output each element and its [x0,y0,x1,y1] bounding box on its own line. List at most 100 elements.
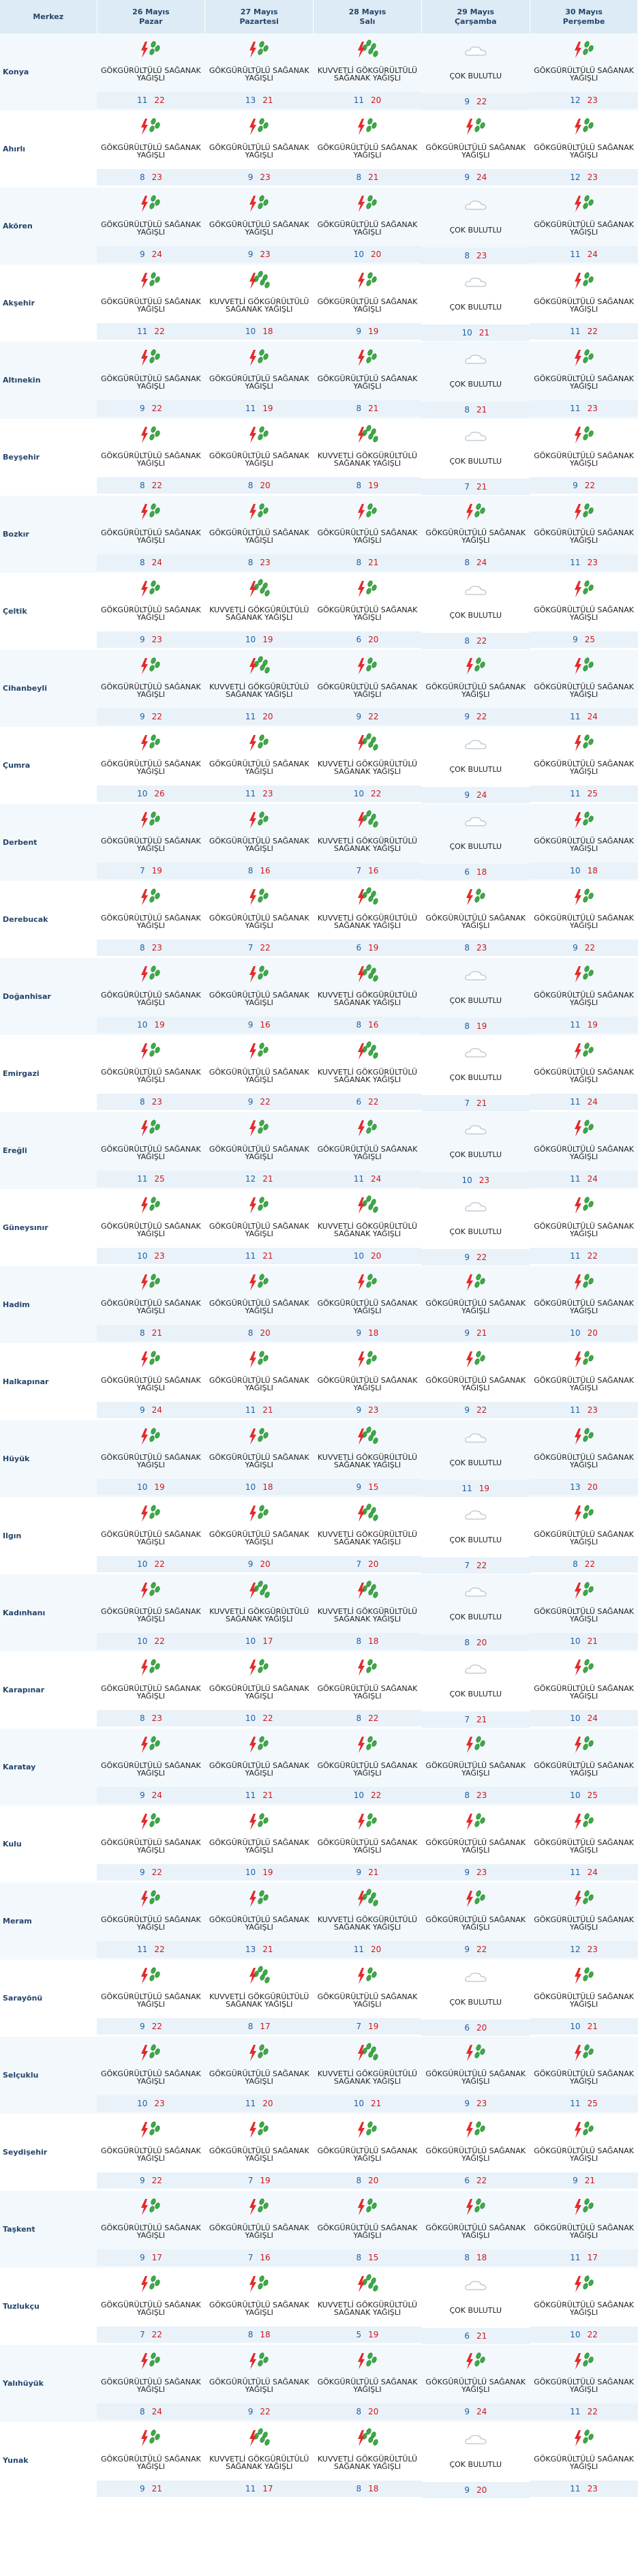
thunder-rain-icon [249,1043,269,1060]
max-temperature: 21 [262,1405,273,1415]
max-temperature: 21 [584,2176,596,2185]
heavy-thunder-rain-icon [357,2043,378,2061]
min-temperature: 9 [139,635,145,644]
condition-label: GÖKGÜRÜLTÜLÜ SAĞANAK YAĞIŞLI [425,2146,526,2163]
district-name[interactable]: Meram [0,1883,97,1960]
district-name[interactable]: Derbent [0,804,97,881]
condition-label: GÖKGÜRÜLTÜLÜ SAĞANAK YAĞIŞLI [101,1530,201,1546]
min-temperature: 10 [137,1482,148,1492]
district-name[interactable]: Emirgazi [3,1069,40,1078]
district-name[interactable]: Altınekin [0,342,97,419]
min-temperature: 11 [570,1251,581,1261]
forecast-header: Merkez 26 Mayıs Pazar 27 Mayıs Pazartesi 2… [0,0,638,33]
temperature-range: 9 22 [97,2018,205,2035]
district-name[interactable]: Kulu [3,1840,22,1848]
max-temperature: 21 [476,2331,487,2341]
district-name[interactable]: Halkapınar [3,1377,49,1386]
min-temperature: 11 [570,789,581,798]
condition-label: GÖKGÜRÜLTÜLÜ SAĞANAK YAĞIŞLI [209,837,309,853]
district-name[interactable]: Bozkır [0,496,97,573]
min-temperature: 11 [570,558,581,567]
max-temperature: 24 [151,2407,162,2416]
condition-label: GÖKGÜRÜLTÜLÜ SAĞANAK YAĞIŞLI [209,1376,309,1392]
district-name[interactable]: Ahırlı [3,145,26,153]
max-temperature: 22 [260,2407,271,2416]
thunder-rain-icon [357,1274,377,1291]
forecast-cell: GÖKGÜRÜLTÜLÜ SAĞANAK YAĞIŞLI 9 21 [97,2422,205,2499]
forecast-cell: GÖKGÜRÜLTÜLÜ SAĞANAK YAĞIŞLI 9 23 [204,110,314,188]
district-name[interactable]: Tuzlukçu [3,2302,40,2311]
district-name[interactable]: Beyşehir [3,453,40,462]
district-name[interactable]: Hüyük [0,1420,97,1497]
max-temperature: 21 [370,2099,382,2108]
district-name[interactable]: Doğanhisar [0,958,97,1035]
min-temperature: 9 [573,2176,578,2185]
min-temperature: 9 [139,2484,145,2493]
forecast-cell: GÖKGÜRÜLTÜLÜ SAĞANAK YAĞIŞLI 9 22 [97,342,205,419]
max-temperature: 24 [476,173,487,182]
district-name[interactable]: Çeltik [3,607,27,616]
condition-label: KUVVETLİ GÖKGÜRÜLTÜLÜ SAĞANAK YAĞIŞLI [317,1453,418,1469]
min-temperature: 9 [464,2099,470,2108]
thunder-rain-icon [141,2275,161,2292]
district-name[interactable]: Akören [0,188,97,265]
temperature-range: 9 22 [530,477,638,494]
max-temperature: 18 [260,2330,271,2339]
thunder-rain-icon [249,1813,269,1830]
district-name[interactable]: Ereğli [0,1112,97,1189]
district-name[interactable]: Derebucak [3,915,48,924]
heavy-thunder-rain-icon [357,810,378,828]
temperature-range: 8 24 [421,554,530,571]
forecast-row: Tuzlukçu GÖKGÜRÜLTÜLÜ SAĞANAK YAĞIŞLI 7 22 G… [0,2268,638,2345]
district-name[interactable]: Taşkent [0,2191,97,2268]
forecast-cell: GÖKGÜRÜLTÜLÜ SAĞANAK YAĞIŞLI 8 21 [313,342,422,419]
district-name[interactable]: Yunak [3,2456,29,2465]
forecast-cell: KUVVETLİ GÖKGÜRÜLTÜLÜ SAĞANAK YAĞIŞLI 11 1… [204,2422,314,2499]
district-name[interactable]: Karapınar [3,1686,45,1694]
district-name[interactable]: Kadınhanı [0,1574,97,1651]
min-temperature: 11 [570,2099,581,2108]
forecast-cell: GÖKGÜRÜLTÜLÜ SAĞANAK YAĞIŞLI 10 19 [204,1806,314,1883]
cloud-icon [464,1510,487,1520]
district-name[interactable]: Cihanbeyli [0,650,97,727]
temperature-range: 9 23 [313,1402,422,1418]
temperature-range: 8 19 [313,477,422,494]
thunder-rain-icon [249,2275,269,2292]
temperature-range: 6 19 [313,940,422,956]
condition-label: ÇOK BULUTLU [449,456,502,466]
max-temperature: 25 [154,1174,165,1184]
district-name[interactable]: Konya [0,33,97,110]
forecast-cell: KUVVETLİ GÖKGÜRÜLTÜLÜ SAĞANAK YAĞIŞLI 7 20 [313,1497,422,1574]
district-name[interactable]: Yalıhüyük [0,2345,97,2422]
min-temperature: 9 [464,1868,470,1877]
temperature-range: 11 20 [313,1941,422,1958]
thunder-rain-icon [466,1736,485,1753]
max-temperature: 24 [476,2407,487,2416]
district-name[interactable]: Güneysınır [3,1223,48,1232]
district-name[interactable]: Çumra [3,761,31,770]
forecast-cell: ÇOK BULUTLU 8 22 [421,573,530,650]
forecast-cell: GÖKGÜRÜLTÜLÜ SAĞANAK YAĞIŞLI 9 22 [204,2345,314,2422]
forecast-cell: GÖKGÜRÜLTÜLÜ SAĞANAK YAĞIŞLI 11 22 [530,2345,638,2422]
forecast-row: Hüyük GÖKGÜRÜLTÜLÜ SAĞANAK YAĞIŞLI 10 19 GÖK… [0,1420,638,1497]
thunder-rain-icon [141,811,161,828]
max-temperature: 21 [368,558,379,567]
min-temperature: 11 [245,404,256,413]
min-temperature: 12 [245,1174,256,1184]
min-temperature: 10 [570,1713,581,1723]
min-temperature: 8 [356,1636,362,1646]
district-name[interactable]: Akşehir [3,299,35,308]
district-name[interactable]: Seydişehir [3,2148,48,2157]
max-temperature: 20 [262,712,273,721]
thunder-rain-icon [574,734,594,751]
max-temperature: 23 [587,2484,598,2493]
district-name[interactable]: Selçuklu [0,2037,97,2114]
thunder-rain-icon [357,657,377,674]
district-name[interactable]: Karatay [0,1728,97,1806]
min-temperature: 11 [245,2484,256,2493]
district-name[interactable]: Hadim [0,1266,97,1343]
forecast-cell: GÖKGÜRÜLTÜLÜ SAĞANAK YAĞIŞLI 10 22 [313,1728,422,1806]
district-name[interactable]: Sarayönü [3,1994,43,2003]
min-temperature: 8 [139,2407,145,2416]
district-name[interactable]: Ilgın [3,1531,22,1540]
